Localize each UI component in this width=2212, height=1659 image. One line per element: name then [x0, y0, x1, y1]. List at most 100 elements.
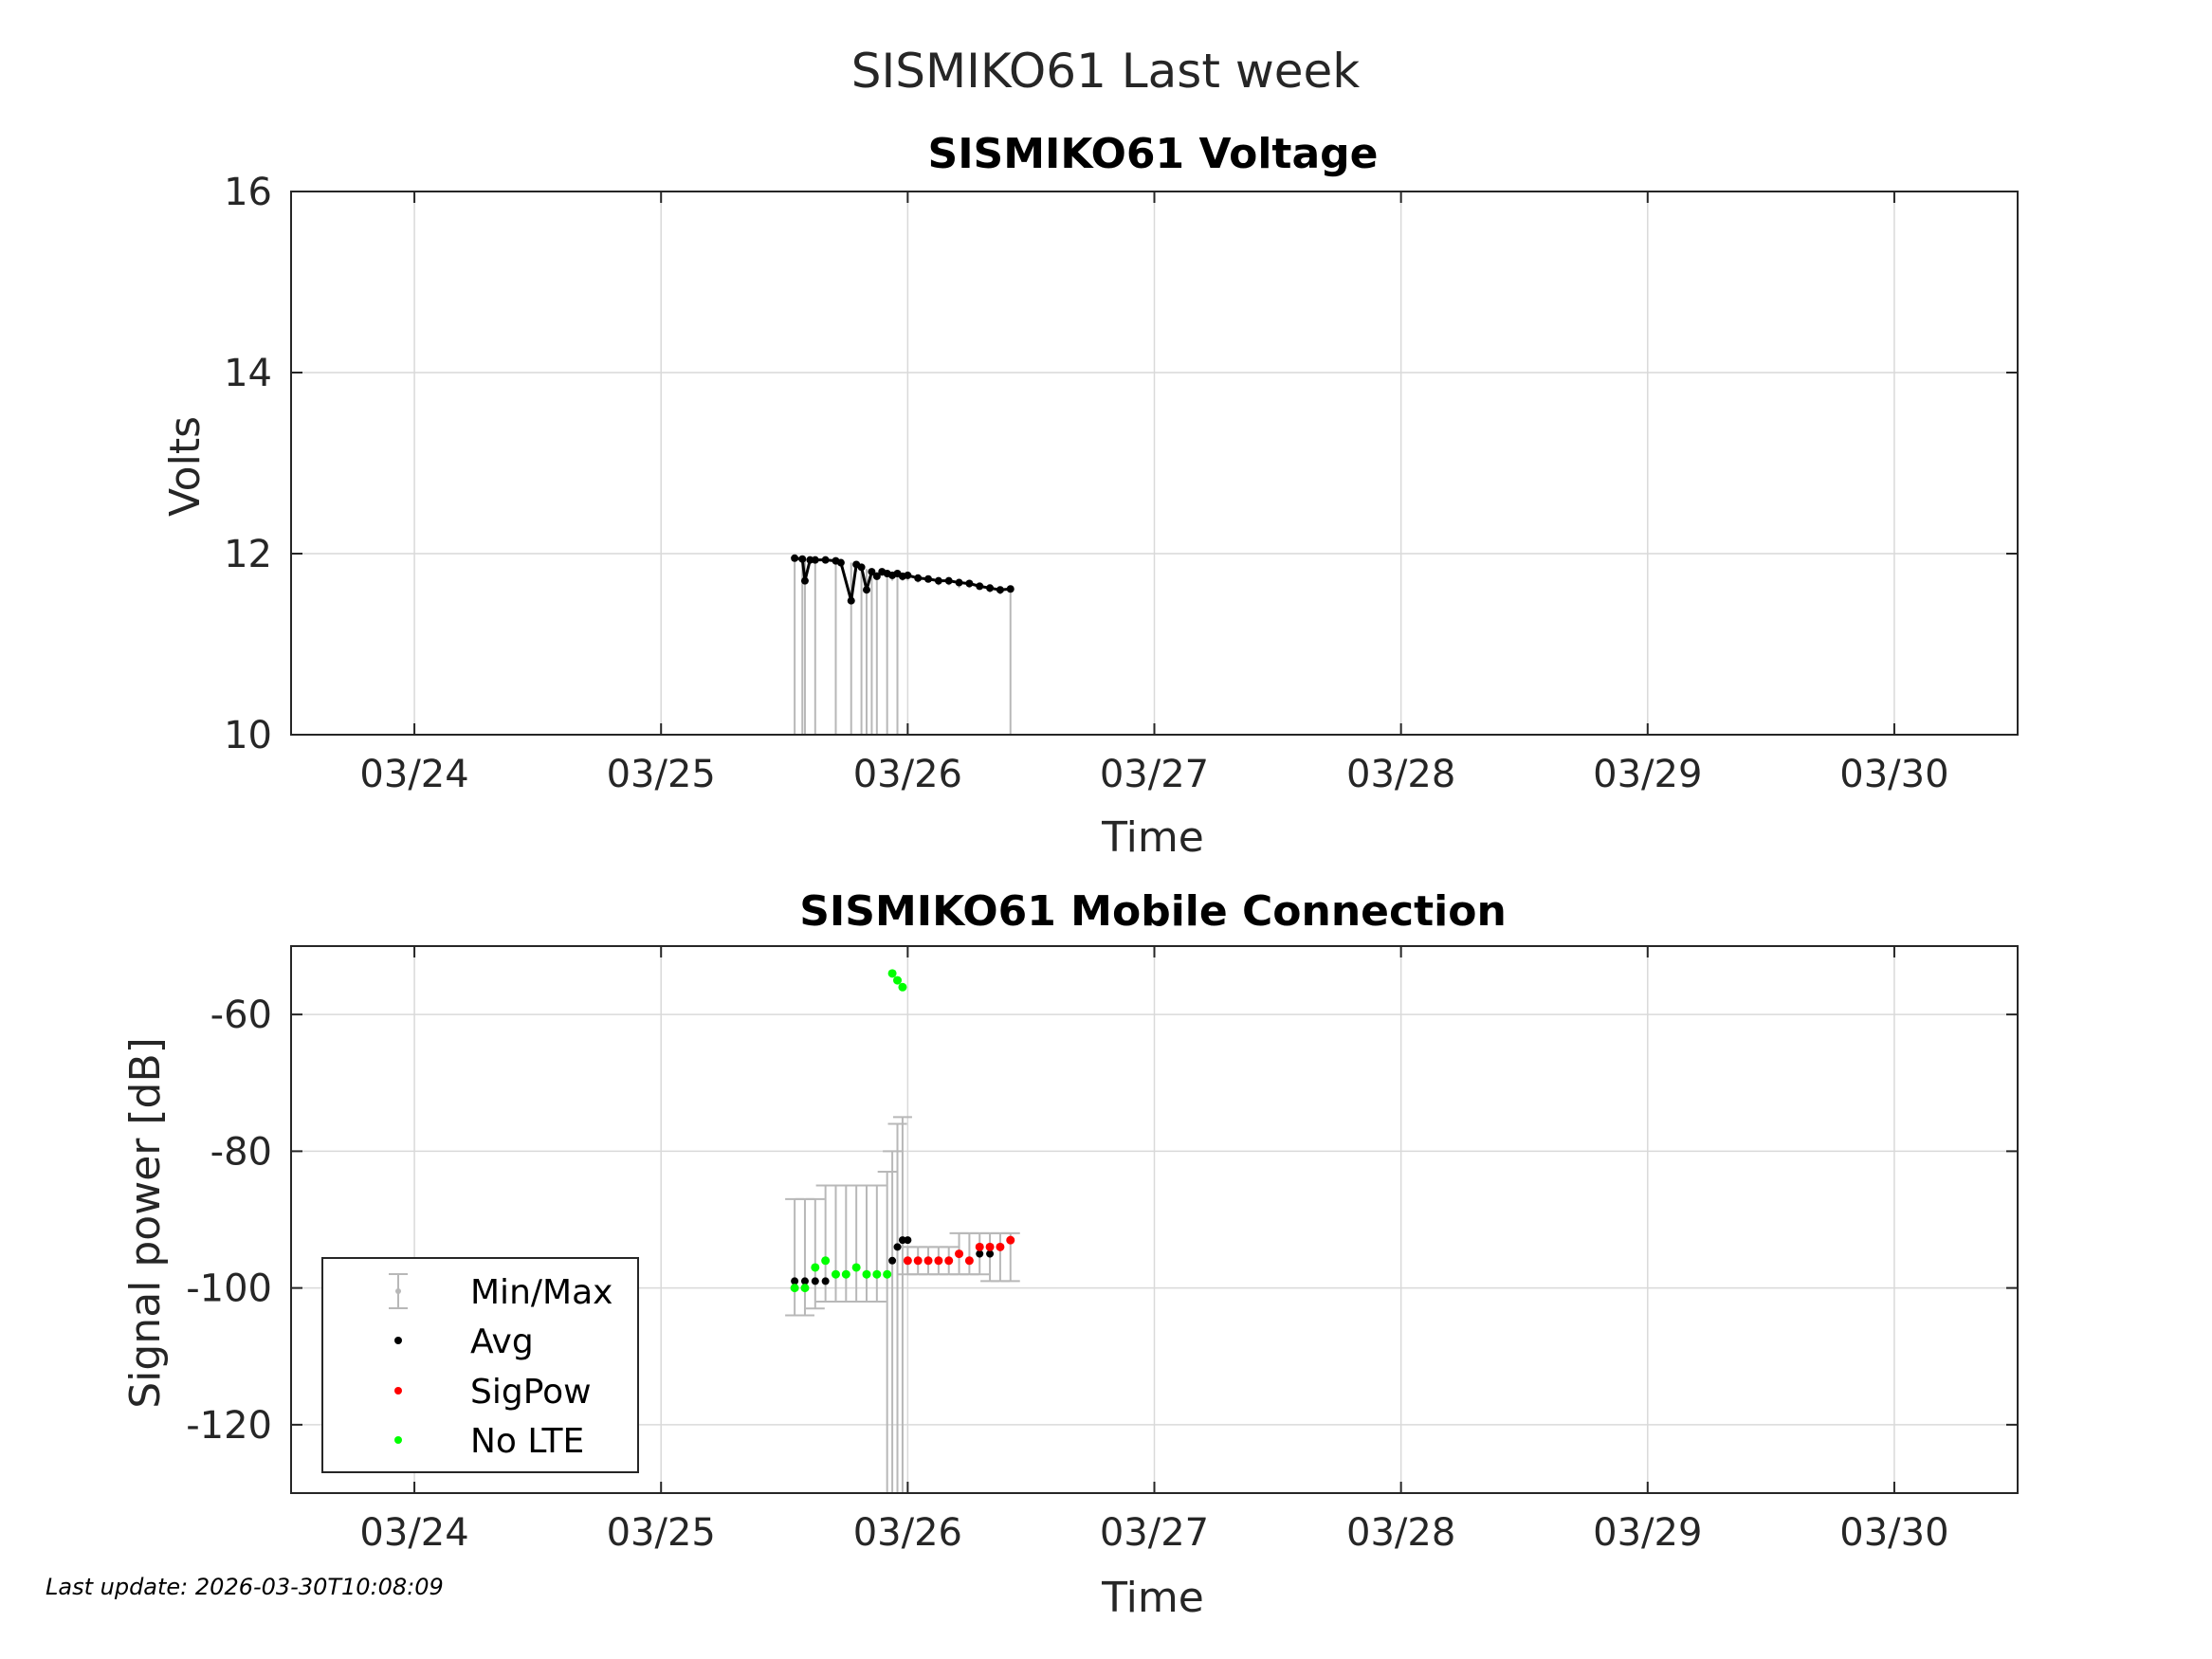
voltage-xtick-label: 03/28: [1346, 753, 1455, 796]
voltage-point: [955, 578, 963, 587]
legend-avg-marker: [394, 1337, 402, 1344]
voltage-marks: [791, 554, 1015, 735]
voltage-ytick-label: 10: [224, 714, 272, 757]
voltage-point: [1006, 585, 1015, 593]
legend-label-nolte: No LTE: [470, 1422, 584, 1461]
signal-nolte-point: [841, 1269, 850, 1279]
signal-nolte-point: [893, 975, 903, 985]
voltage-point: [798, 555, 807, 563]
signal-ytick-label: -100: [186, 1267, 272, 1311]
voltage-point: [872, 572, 881, 580]
voltage-point: [821, 556, 830, 564]
signal-avg-point: [800, 1277, 809, 1285]
voltage-ytick-label: 14: [224, 352, 272, 395]
signal-xtick-label: 03/25: [607, 1511, 716, 1555]
signal-sigpow-point: [975, 1242, 984, 1251]
voltage-xtick-label: 03/24: [359, 753, 468, 796]
voltage-ytick-label: 12: [224, 533, 272, 576]
signal-marks: [785, 969, 1020, 1494]
voltage-point: [914, 574, 923, 582]
signal-avg-point: [791, 1277, 799, 1285]
signal-xtick-label: 03/29: [1593, 1511, 1702, 1555]
legend-label-sigpow: SigPow: [470, 1373, 592, 1412]
signal-nolte-point: [790, 1284, 799, 1293]
voltage-xlabel: Time: [1101, 813, 1204, 862]
signal-sigpow-point: [996, 1242, 1005, 1251]
signal-ytick-label: -60: [210, 994, 272, 1037]
signal-avg-point: [976, 1249, 984, 1258]
voltage-point: [836, 558, 845, 567]
legend-sigpow-marker: [394, 1387, 402, 1395]
voltage-point: [791, 554, 799, 562]
legend-label-minmax: Min/Max: [470, 1273, 612, 1312]
signal-sigpow-point: [903, 1256, 912, 1266]
signal-xtick-label: 03/26: [853, 1511, 962, 1555]
figure-title: SISMIKO61 Last week: [851, 44, 1360, 99]
voltage-chart-title: SISMIKO61 Voltage: [928, 130, 1379, 178]
voltage-point: [800, 576, 809, 585]
voltage-chart: SISMIKO61 Voltage 03/24 03/25 03/26 03/27 03…: [161, 130, 2019, 862]
signal-avg-point: [904, 1236, 912, 1245]
signal-sigpow-point: [985, 1242, 995, 1251]
signal-ticks: 03/24 03/25 03/26 03/27 03/28 03/29 03/30 -60 -8…: [186, 945, 2019, 1555]
voltage-ticks: 03/24 03/25 03/26 03/27 03/28 03/29 03/30 10 12 1…: [224, 171, 2019, 796]
voltage-xtick-label: 03/26: [853, 753, 962, 796]
signal-xtick-label: 03/30: [1839, 1511, 1948, 1555]
voltage-ytick-label: 16: [224, 171, 272, 214]
voltage-point: [976, 582, 984, 591]
voltage-ylabel: Volts: [161, 416, 210, 517]
signal-sigpow-point: [913, 1256, 923, 1266]
signal-sigpow-point: [934, 1256, 943, 1266]
signal-ylabel: Signal power [dB]: [121, 1037, 170, 1409]
voltage-xtick-label: 03/30: [1839, 753, 1948, 796]
signal-ytick-label: -80: [210, 1130, 272, 1174]
signal-avg-point: [893, 1243, 902, 1251]
signal-nolte-point: [831, 1269, 840, 1279]
voltage-point: [857, 563, 866, 572]
voltage-point: [904, 571, 912, 579]
signal-xlabel: Time: [1101, 1574, 1204, 1622]
signal-avg-point: [986, 1249, 995, 1258]
signal-axes-frame: [290, 945, 2019, 1494]
voltage-xtick-label: 03/29: [1593, 753, 1702, 796]
signal-nolte-point: [883, 1269, 892, 1279]
voltage-point: [965, 579, 974, 588]
legend-minmax-marker: [389, 1273, 408, 1309]
voltage-point: [944, 576, 953, 585]
legend-nolte-marker: [394, 1436, 402, 1444]
signal-sigpow-point: [944, 1256, 954, 1266]
signal-nolte-point: [862, 1269, 871, 1279]
voltage-point: [863, 586, 870, 594]
signal-sigpow-point: [1006, 1235, 1015, 1245]
last-update-footer: Last update: 2026-03-30T10:08:09: [46, 1574, 444, 1600]
signal-nolte-point: [851, 1263, 861, 1272]
legend: Min/Max Avg SigPow No LTE: [321, 1257, 639, 1473]
signal-avg-point: [811, 1277, 819, 1285]
signal-nolte-point: [898, 982, 907, 992]
signal-nolte-point: [887, 969, 897, 978]
signal-sigpow-point: [955, 1249, 964, 1259]
voltage-xtick-label: 03/27: [1100, 753, 1209, 796]
voltage-point: [868, 568, 876, 576]
signal-nolte-point: [821, 1256, 831, 1266]
signal-avg-point: [888, 1256, 897, 1265]
signal-xtick-label: 03/24: [359, 1511, 468, 1555]
signal-chart-title: SISMIKO61 Mobile Connection: [799, 887, 1507, 936]
voltage-axes-frame: [290, 191, 2019, 736]
signal-nolte-point: [872, 1269, 882, 1279]
signal-avg-point: [821, 1277, 830, 1285]
signal-xtick-label: 03/28: [1346, 1511, 1455, 1555]
signal-nolte-point: [800, 1284, 810, 1293]
signal-chart: SISMIKO61 Mobile Connection 03/24 03/25 03…: [121, 887, 2019, 1622]
voltage-xtick-label: 03/25: [607, 753, 716, 796]
voltage-point: [924, 574, 933, 583]
voltage-point: [996, 586, 1004, 594]
legend-label-avg: Avg: [470, 1322, 534, 1361]
signal-sigpow-point: [964, 1256, 974, 1266]
voltage-point: [847, 596, 855, 605]
voltage-point: [986, 584, 995, 592]
signal-sigpow-point: [923, 1256, 933, 1266]
voltage-point: [934, 576, 942, 585]
signal-ytick-label: -120: [186, 1404, 272, 1448]
